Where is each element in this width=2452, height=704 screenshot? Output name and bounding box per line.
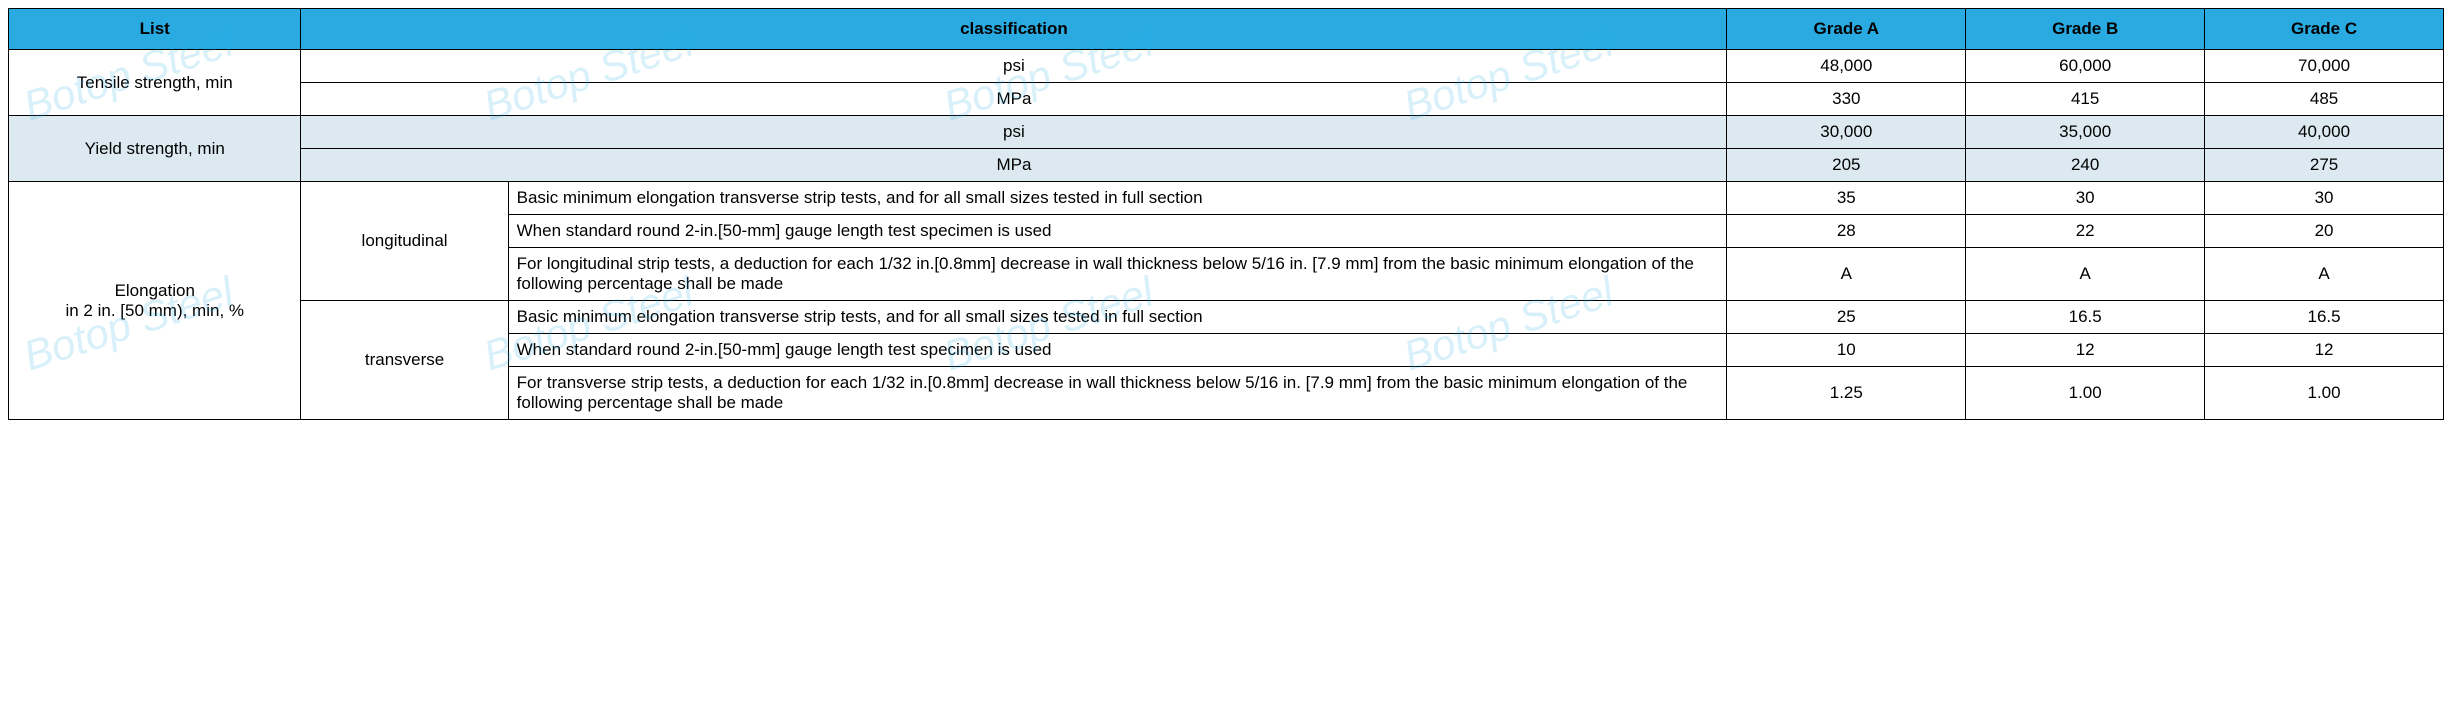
unit-cell: MPa xyxy=(301,149,1727,182)
value-grade-c: 30 xyxy=(2205,182,2444,215)
table-row: transverseBasic minimum elongation trans… xyxy=(9,301,2444,334)
value-grade-c: 70,000 xyxy=(2205,50,2444,83)
description-cell: When standard round 2-in.[50-mm] gauge l… xyxy=(508,334,1727,367)
value-grade-c: 16.5 xyxy=(2205,301,2444,334)
description-cell: Basic minimum elongation transverse stri… xyxy=(508,182,1727,215)
table-row: Elongationin 2 in. [50 mm), min, %longit… xyxy=(9,182,2444,215)
value-grade-b: 60,000 xyxy=(1966,50,2205,83)
table-row: Yield strength, minpsi30,00035,00040,000 xyxy=(9,116,2444,149)
value-grade-a: 28 xyxy=(1727,215,1966,248)
value-grade-b: 22 xyxy=(1966,215,2205,248)
value-grade-c: 40,000 xyxy=(2205,116,2444,149)
header-list: List xyxy=(9,9,301,50)
header-classification: classification xyxy=(301,9,1727,50)
value-grade-c: 485 xyxy=(2205,83,2444,116)
row-label-elongation: Elongationin 2 in. [50 mm), min, % xyxy=(9,182,301,420)
value-grade-c: 12 xyxy=(2205,334,2444,367)
value-grade-c: 1.00 xyxy=(2205,367,2444,420)
unit-cell: psi xyxy=(301,50,1727,83)
unit-cell: psi xyxy=(301,116,1727,149)
value-grade-a: A xyxy=(1727,248,1966,301)
description-cell: For transverse strip tests, a deduction … xyxy=(508,367,1727,420)
row-label-yield: Yield strength, min xyxy=(9,116,301,182)
row-label-tensile: Tensile strength, min xyxy=(9,50,301,116)
header-grade-a: Grade A xyxy=(1727,9,1966,50)
description-cell: Basic minimum elongation transverse stri… xyxy=(508,301,1727,334)
value-grade-a: 25 xyxy=(1727,301,1966,334)
value-grade-c: 20 xyxy=(2205,215,2444,248)
value-grade-a: 35 xyxy=(1727,182,1966,215)
description-cell: When standard round 2-in.[50-mm] gauge l… xyxy=(508,215,1727,248)
value-grade-b: 415 xyxy=(1966,83,2205,116)
subgroup-label: transverse xyxy=(301,301,508,420)
description-cell: For longitudinal strip tests, a deductio… xyxy=(508,248,1727,301)
value-grade-c: A xyxy=(2205,248,2444,301)
value-grade-a: 10 xyxy=(1727,334,1966,367)
header-row: List classification Grade A Grade B Grad… xyxy=(9,9,2444,50)
value-grade-b: 30 xyxy=(1966,182,2205,215)
value-grade-b: 16.5 xyxy=(1966,301,2205,334)
header-grade-b: Grade B xyxy=(1966,9,2205,50)
value-grade-a: 1.25 xyxy=(1727,367,1966,420)
value-grade-a: 48,000 xyxy=(1727,50,1966,83)
value-grade-b: A xyxy=(1966,248,2205,301)
value-grade-a: 205 xyxy=(1727,149,1966,182)
table-row: MPa205240275 xyxy=(9,149,2444,182)
value-grade-b: 12 xyxy=(1966,334,2205,367)
value-grade-a: 30,000 xyxy=(1727,116,1966,149)
table-row: MPa330415485 xyxy=(9,83,2444,116)
value-grade-a: 330 xyxy=(1727,83,1966,116)
unit-cell: MPa xyxy=(301,83,1727,116)
header-grade-c: Grade C xyxy=(2205,9,2444,50)
value-grade-b: 1.00 xyxy=(1966,367,2205,420)
table-row: Tensile strength, minpsi48,00060,00070,0… xyxy=(9,50,2444,83)
subgroup-label: longitudinal xyxy=(301,182,508,301)
value-grade-b: 240 xyxy=(1966,149,2205,182)
value-grade-b: 35,000 xyxy=(1966,116,2205,149)
table-body: Tensile strength, minpsi48,00060,00070,0… xyxy=(9,50,2444,420)
value-grade-c: 275 xyxy=(2205,149,2444,182)
spec-table: List classification Grade A Grade B Grad… xyxy=(8,8,2444,420)
